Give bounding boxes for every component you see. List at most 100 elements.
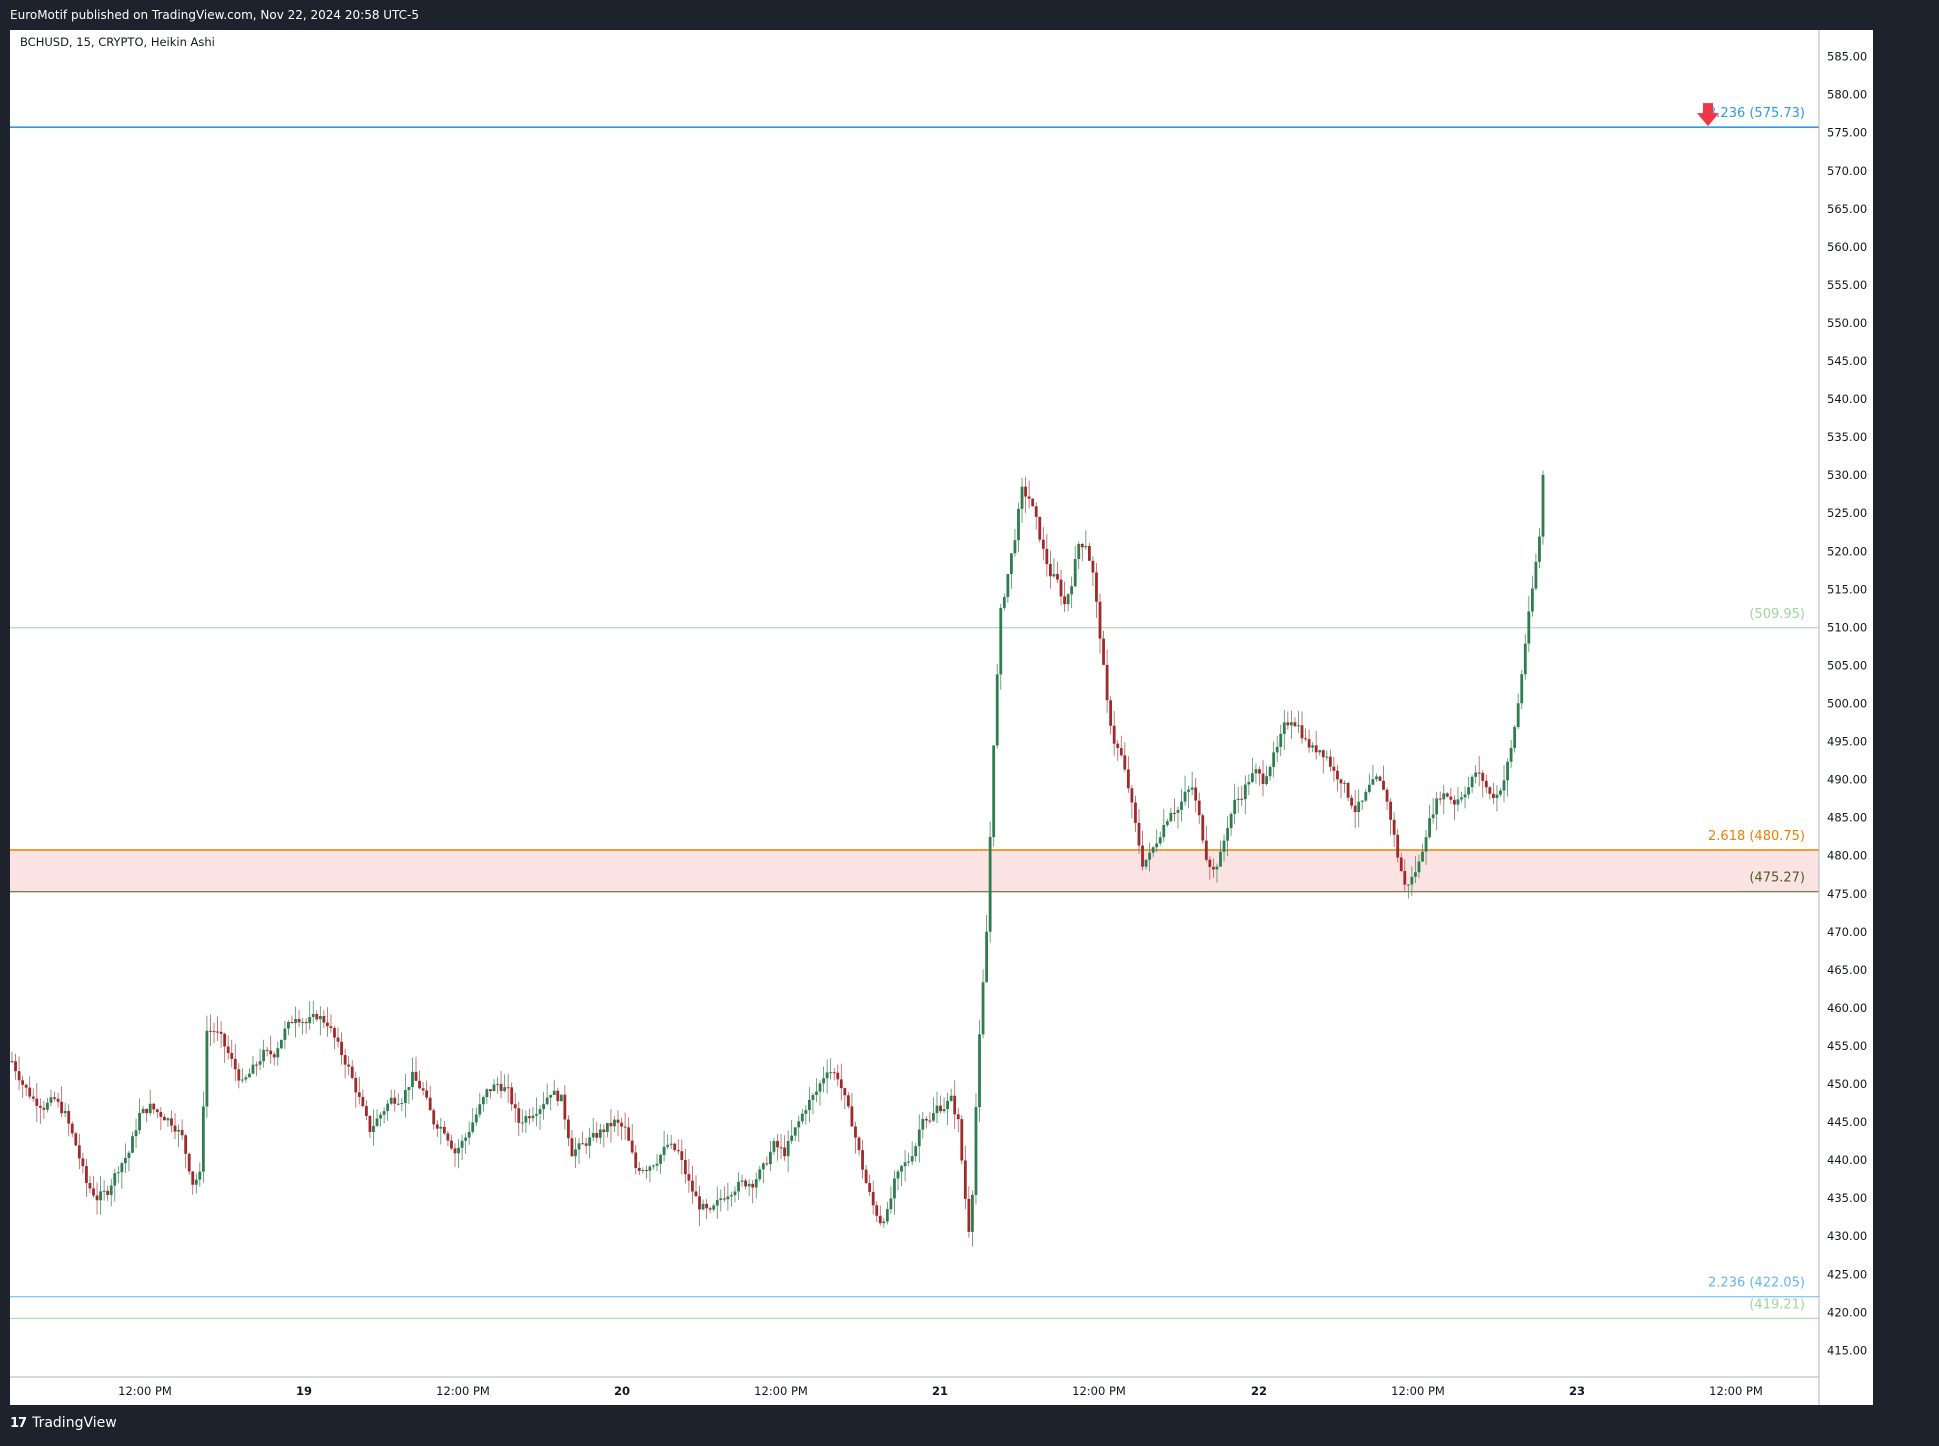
y-tick-label: 425.00: [1827, 1267, 1867, 1281]
x-tick-label: 23: [1569, 1384, 1585, 1398]
candle-body: [31, 1096, 35, 1099]
candle-body: [393, 1097, 397, 1104]
candle-body: [698, 1196, 701, 1210]
candle-body: [177, 1130, 180, 1132]
candle-body: [981, 982, 985, 1035]
candle-body: [396, 1103, 400, 1105]
candle-body: [1119, 747, 1123, 756]
candle-body: [1219, 851, 1222, 867]
candle-body: [56, 1098, 60, 1102]
candle-body: [939, 1105, 942, 1112]
candle-body: [1240, 798, 1244, 800]
y-tick-label: 460.00: [1827, 1001, 1867, 1015]
candle-body: [563, 1094, 567, 1120]
y-tick-label: 565.00: [1827, 202, 1867, 216]
chart-svg[interactable]: 415.00 420.00 425.00 430.00 435.00 440.00 445.…: [10, 30, 1873, 1405]
candle-body: [138, 1112, 141, 1131]
candle-body: [719, 1198, 723, 1201]
candle-body: [60, 1101, 64, 1114]
footer-brand[interactable]: 𝟭𝟳 TradingView: [10, 1415, 117, 1431]
candle-body: [1307, 739, 1311, 748]
candle-body: [613, 1119, 616, 1127]
candle-body: [1073, 559, 1077, 587]
candle-body: [1410, 876, 1414, 885]
candle-body: [1187, 789, 1191, 792]
candle-body: [1212, 866, 1215, 870]
candle-body: [744, 1180, 748, 1187]
y-tick-label: 465.00: [1827, 963, 1867, 977]
candle-body: [878, 1215, 882, 1224]
candle-body: [184, 1135, 188, 1154]
candle-body: [414, 1071, 418, 1081]
candle-body: [304, 1022, 308, 1024]
y-tick-label: 470.00: [1827, 925, 1867, 939]
candle-body: [308, 1017, 312, 1024]
candle-body: [932, 1113, 935, 1121]
candle-body: [1098, 601, 1102, 639]
candle-body: [1467, 787, 1470, 795]
candle-body: [279, 1039, 283, 1049]
candle-body: [343, 1055, 347, 1065]
y-tick-label: 485.00: [1827, 811, 1867, 825]
candle-body: [1506, 761, 1509, 781]
candle-body: [1289, 722, 1293, 726]
candle-body: [538, 1109, 542, 1114]
y-tick-label: 490.00: [1827, 773, 1867, 787]
candle-body: [1208, 859, 1212, 867]
candle-body: [478, 1104, 482, 1115]
candle-body: [106, 1190, 110, 1195]
candle-body: [1346, 782, 1350, 798]
candle-body: [1176, 809, 1180, 813]
candle-body: [10, 1061, 14, 1063]
candle-body: [407, 1087, 411, 1091]
candle-body: [832, 1072, 836, 1074]
y-tick-label: 550.00: [1827, 316, 1867, 330]
candle-body: [1173, 812, 1176, 814]
candle-body: [336, 1037, 340, 1042]
candle-body: [542, 1104, 545, 1110]
candle-body: [687, 1174, 691, 1181]
candle-body: [1250, 773, 1254, 782]
candle-body: [765, 1163, 769, 1165]
candle-body: [953, 1095, 957, 1115]
candle-body: [1367, 784, 1371, 792]
candle-body: [1002, 597, 1006, 608]
candle-body: [1484, 780, 1488, 788]
candle-body: [262, 1049, 266, 1062]
candle-body: [1091, 560, 1095, 573]
candle-body: [857, 1137, 861, 1151]
candle-body: [205, 1030, 209, 1107]
candle-body: [1059, 579, 1063, 597]
y-tick-label: 540.00: [1827, 392, 1867, 406]
candle-body: [914, 1146, 918, 1157]
candle-body: [1488, 787, 1492, 794]
y-tick-label: 500.00: [1827, 697, 1867, 711]
candle-body: [1325, 756, 1329, 758]
candle-body: [935, 1105, 939, 1114]
chart-frame[interactable]: 415.00 420.00 425.00 430.00 435.00 440.00 445.…: [10, 30, 1873, 1405]
candle-body: [99, 1191, 102, 1201]
candle-body: [1148, 852, 1152, 860]
candle-body: [790, 1135, 794, 1141]
candle-body: [1038, 516, 1042, 540]
candle-body: [1509, 747, 1513, 762]
candle-body: [24, 1084, 28, 1088]
candle-body: [1332, 766, 1336, 771]
brand-name: TradingView: [32, 1415, 117, 1431]
candle-body: [1375, 776, 1378, 780]
candle-body: [861, 1150, 864, 1170]
candle-body: [379, 1114, 382, 1119]
candle-body: [187, 1153, 191, 1172]
candle-body: [949, 1095, 953, 1101]
candle-body: [924, 1118, 928, 1121]
candle-body: [1343, 782, 1346, 784]
candle-body: [42, 1107, 46, 1110]
y-tick-label: 480.00: [1827, 849, 1867, 863]
candle-body: [1158, 837, 1162, 844]
candle-body: [609, 1123, 613, 1127]
candle-body: [754, 1179, 758, 1188]
candle-body: [1194, 787, 1198, 801]
candle-body: [1268, 766, 1272, 777]
candle-body: [1183, 791, 1187, 802]
candle-body: [1304, 738, 1307, 740]
